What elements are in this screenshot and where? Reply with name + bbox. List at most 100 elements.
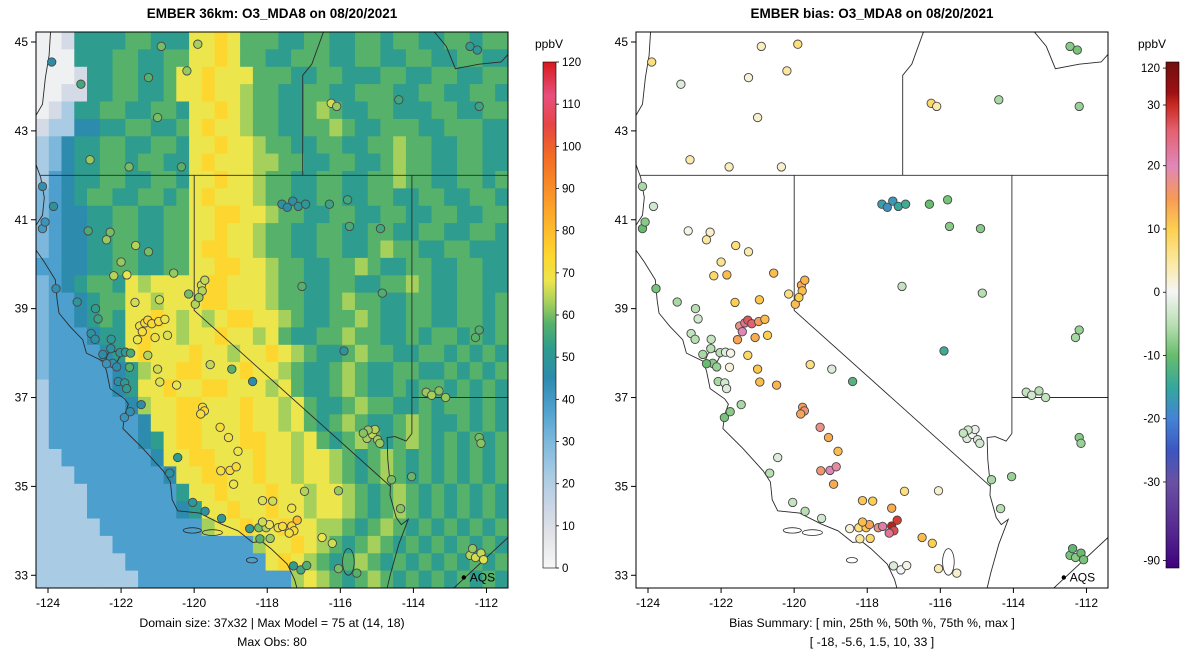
- station-dot: [924, 199, 935, 209]
- station-dot: [701, 359, 712, 369]
- station-dot: [375, 223, 386, 234]
- aqs-legend-label: AQS: [1070, 571, 1095, 585]
- colorbar-strip: [1165, 61, 1180, 569]
- station-dot: [651, 283, 661, 294]
- station-dot: [156, 41, 166, 52]
- island-outline: [342, 548, 355, 576]
- station-dot: [724, 362, 735, 372]
- station-dot: [958, 428, 968, 438]
- aqs-legend-label: AQS: [470, 571, 495, 585]
- border-id_mt: [433, 32, 508, 70]
- station-dot: [709, 271, 719, 281]
- colorbar-tick-label: 50: [562, 352, 575, 364]
- station-dot: [474, 325, 484, 335]
- x-tick-label: -120: [182, 596, 206, 610]
- station-dot: [685, 155, 695, 165]
- x-tick-label: -118: [256, 596, 279, 610]
- station-dot: [125, 348, 136, 358]
- station-dot: [83, 226, 93, 236]
- station-dot: [233, 446, 243, 456]
- station-dot: [395, 503, 406, 514]
- station-dot: [640, 217, 650, 227]
- station-dot: [760, 314, 770, 324]
- model-title: EMBER 36km: O3_MDA8 on 08/20/2021: [147, 6, 398, 21]
- station-dot: [188, 497, 198, 508]
- border-or_id: [902, 32, 924, 176]
- station-dot: [176, 162, 187, 172]
- colorbar-tick-label: 0: [562, 563, 568, 575]
- station-dot: [648, 201, 659, 212]
- colorbar-tick-label: 30: [1147, 100, 1160, 112]
- colorbar-tick-label: 40: [562, 394, 575, 406]
- station-dot: [394, 95, 404, 105]
- plot-frame: [35, 31, 509, 589]
- colorbar-tick-label: 110: [562, 99, 580, 111]
- station-dot: [944, 221, 955, 232]
- station-dot: [831, 462, 841, 472]
- station-dot: [245, 523, 255, 534]
- station-dot: [478, 555, 489, 565]
- station-dot: [297, 281, 307, 292]
- station-dot: [467, 543, 478, 554]
- station-dot: [101, 235, 112, 245]
- station-dot: [794, 292, 804, 303]
- station-dot: [216, 466, 226, 476]
- x-tick-label: -112: [1075, 596, 1098, 610]
- station-dot: [887, 503, 897, 513]
- station-dot: [690, 303, 701, 314]
- station-dot: [154, 295, 165, 305]
- y-tick-label: 45: [615, 35, 629, 49]
- station-dot: [247, 376, 258, 387]
- station-dot: [1027, 390, 1037, 400]
- station-dot: [124, 362, 135, 372]
- station-dot: [902, 560, 912, 571]
- x-tick-label: -124: [636, 596, 660, 610]
- station-dot: [752, 364, 763, 374]
- station-dot: [119, 412, 130, 423]
- stations-layer: [637, 39, 1089, 578]
- station-dot: [121, 383, 132, 394]
- y-tick-label: 41: [15, 213, 29, 227]
- colorbar-strip: [542, 61, 557, 569]
- station-dot: [986, 475, 997, 485]
- station-dot: [782, 66, 792, 76]
- x-tick-label: -122: [109, 596, 133, 610]
- x-tick-label: -116: [929, 596, 952, 610]
- colorbar-tick-label: 80: [562, 226, 575, 238]
- bias-caption-2: [ -18, -5.6, 1.5, 10, 33 ]: [810, 635, 934, 649]
- station-dot: [743, 72, 754, 83]
- x-tick-label: -114: [1002, 596, 1025, 610]
- model-caption-1: Domain size: 37x32 | Max Model = 75 at (…: [139, 616, 404, 630]
- station-dot: [465, 41, 475, 52]
- station-dot: [756, 41, 766, 52]
- aqs-legend-dot: [1061, 575, 1066, 580]
- y-tick-label: 43: [615, 124, 629, 138]
- station-dot: [476, 438, 486, 448]
- station-dot: [377, 288, 387, 298]
- station-dot: [257, 517, 268, 527]
- border-id_mt: [1033, 32, 1108, 70]
- station-dot: [112, 362, 122, 372]
- station-dot: [816, 466, 826, 476]
- station-dot: [143, 247, 154, 257]
- bias-caption-1: Bias Summary: [ min, 25th %, 50th %, 75t…: [729, 616, 1015, 630]
- station-dot: [743, 350, 753, 360]
- station-dot: [333, 563, 344, 574]
- station-dot: [130, 297, 140, 308]
- station-dot: [995, 503, 1006, 514]
- station-dot: [892, 515, 902, 525]
- station-dot: [1074, 101, 1084, 112]
- station-dot: [771, 380, 782, 390]
- station-dot: [160, 314, 170, 324]
- station-dot: [317, 532, 327, 543]
- model-map-layers: -124 -122 -120 -118 -116 -114 -112 33 35 37 39 41 43…: [15, 31, 509, 610]
- station-dot: [731, 240, 741, 251]
- station-dot: [173, 452, 183, 463]
- panel-model: EMBER 36km: O3_MDA8 on 08/20/2021 -124 -1…: [15, 6, 582, 649]
- station-dot: [705, 227, 715, 237]
- colorbar-tick-label: 120: [562, 57, 581, 69]
- colorbar-tick-label: 30: [562, 437, 575, 449]
- y-tick-label: 35: [15, 479, 29, 493]
- station-dot: [732, 335, 743, 345]
- station-dot: [131, 240, 141, 251]
